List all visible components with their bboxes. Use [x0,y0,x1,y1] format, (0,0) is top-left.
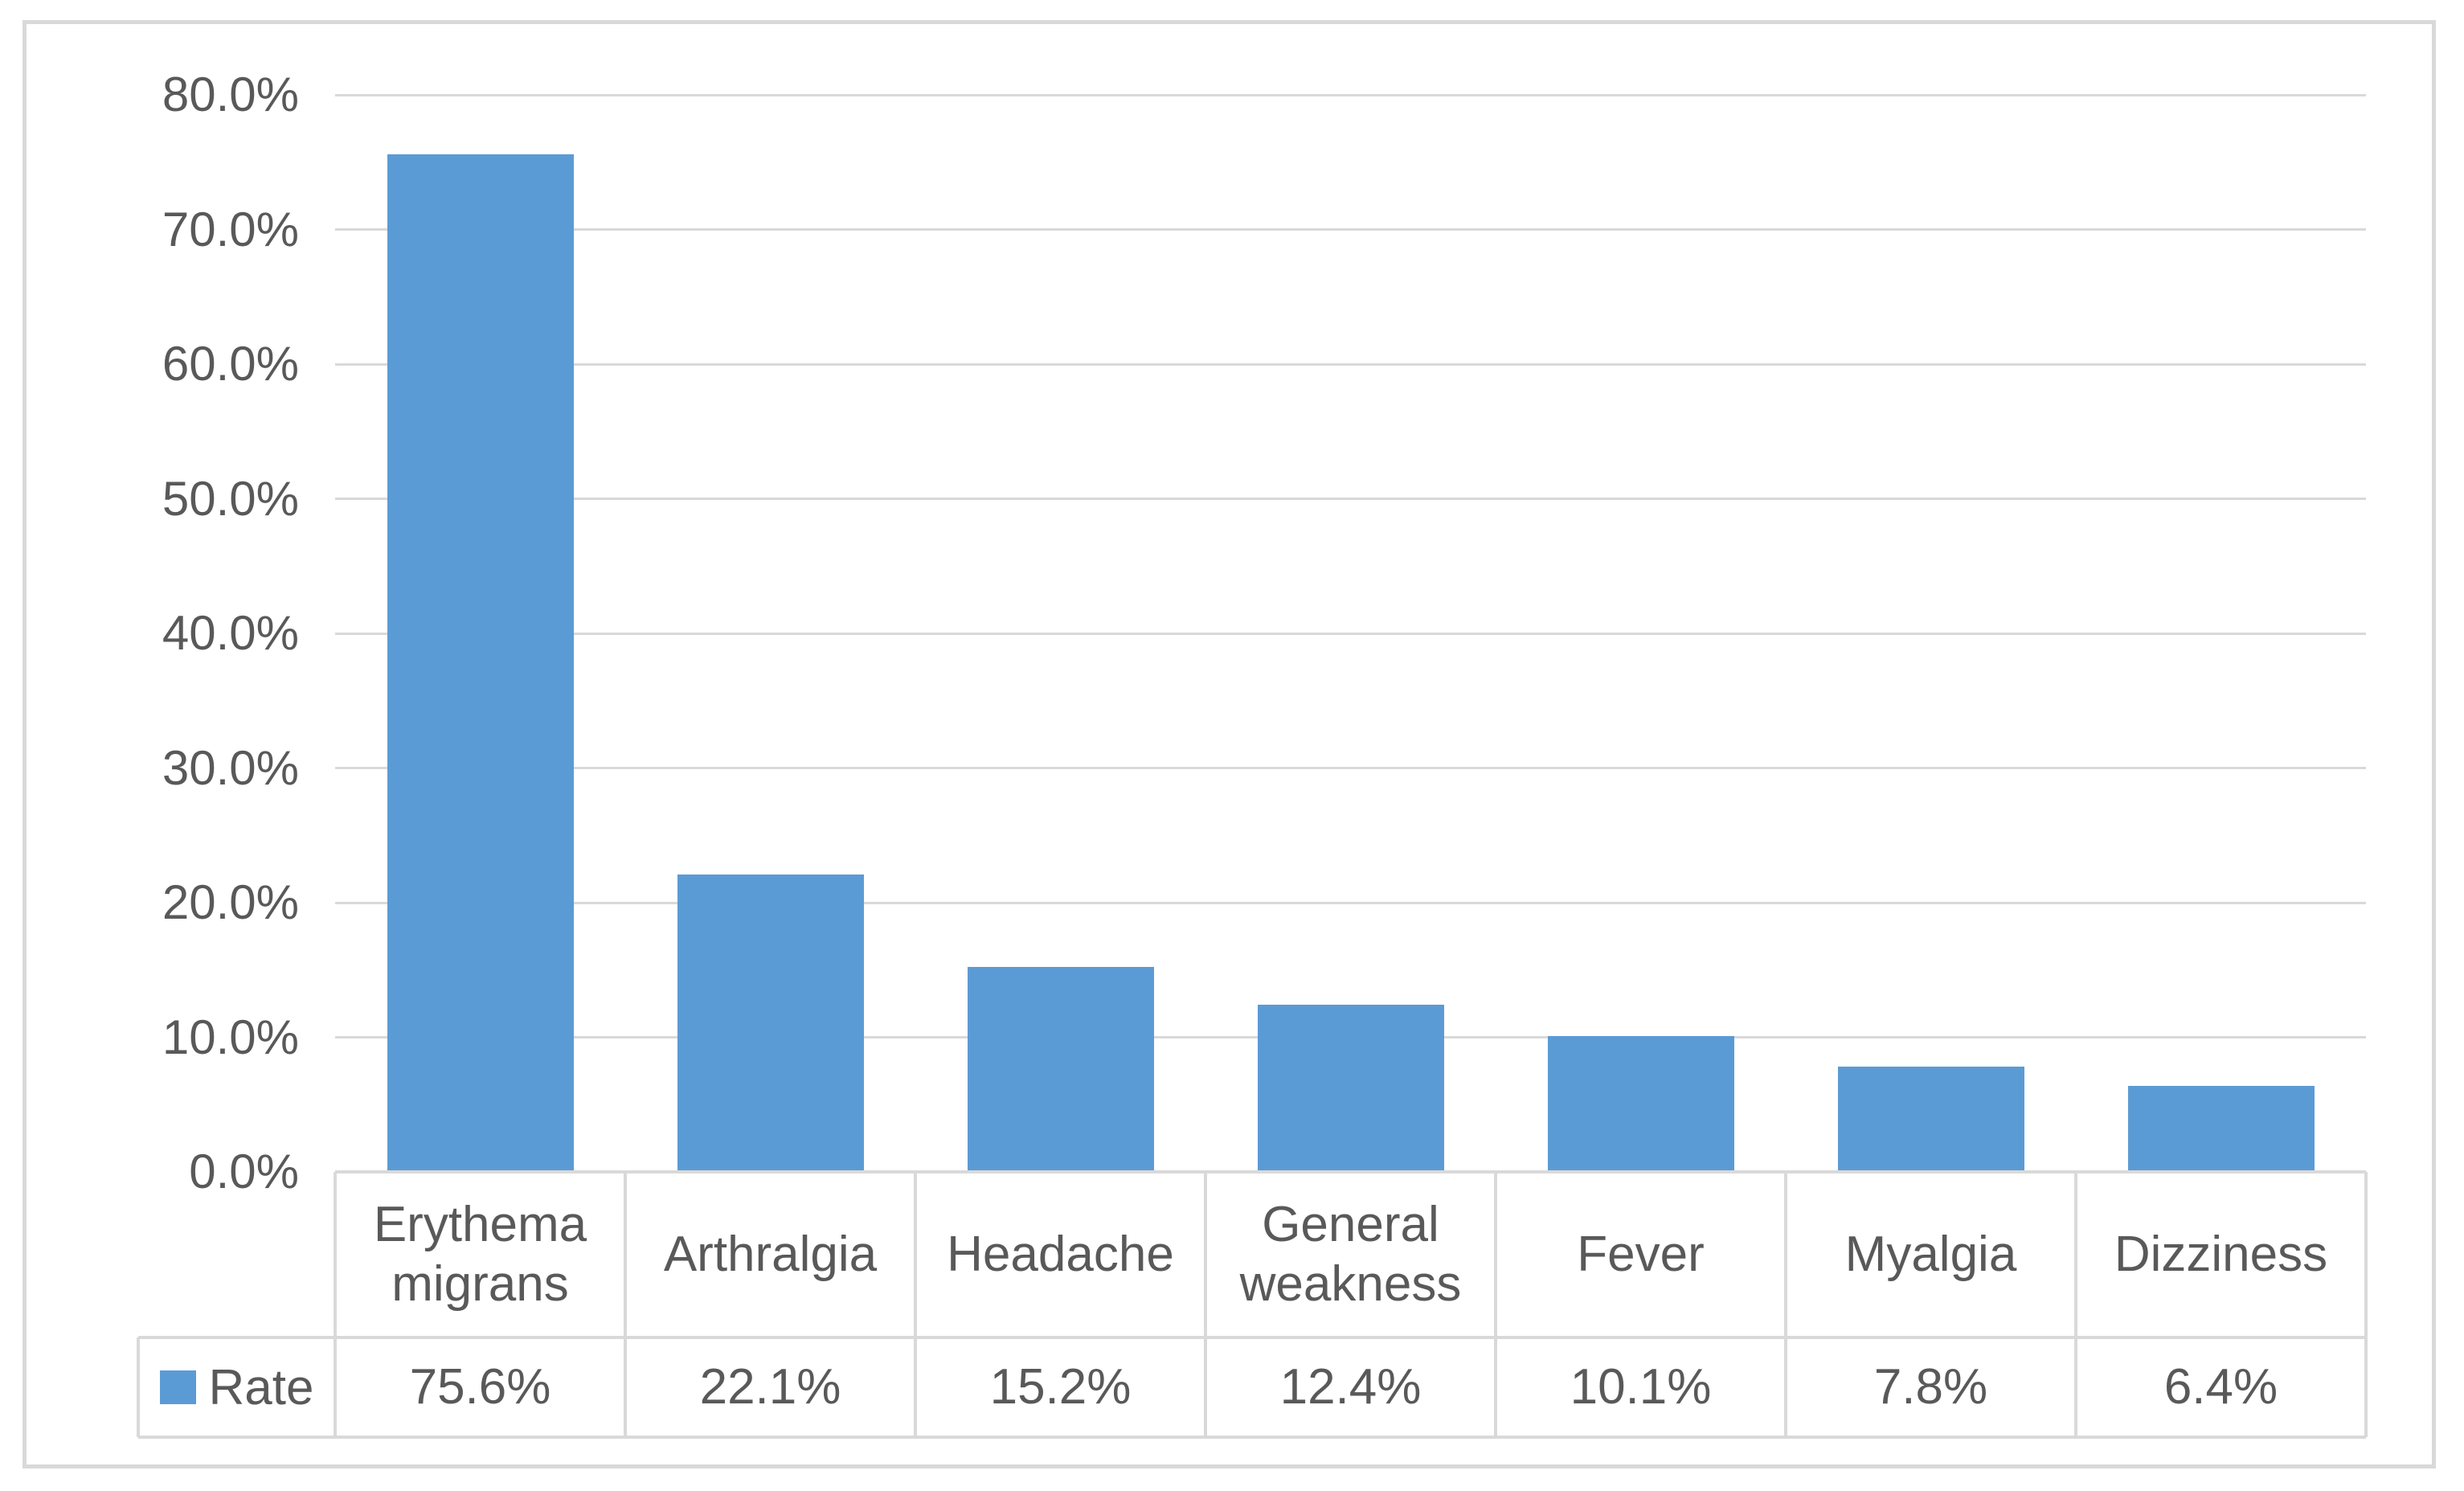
y-tick-label: 20.0% [162,875,299,929]
table-rule [138,1336,2366,1339]
category-label: Fever [1577,1226,1705,1282]
value-cell: 10.1% [1570,1358,1712,1415]
value-cell: 7.8% [1873,1358,1988,1415]
value-cell: 75.6% [409,1358,551,1415]
y-tick-label: 0.0% [189,1145,299,1198]
chart-border [23,20,2436,1468]
bar [1257,1005,1444,1172]
y-tick-label: 10.0% [162,1010,299,1064]
legend-cell: Rate [138,1337,335,1437]
table-rule [1494,1172,1497,1437]
table-rule [624,1172,627,1437]
table-rule [335,1170,2366,1174]
bar [387,154,574,1172]
y-tick-label: 70.0% [162,202,299,256]
y-tick-label: 50.0% [162,471,299,526]
table-rule [1204,1172,1207,1437]
gridline [335,767,2366,769]
legend-label: Rate [208,1359,314,1415]
bar [967,967,1154,1172]
gridline [335,363,2366,366]
table-rule [2364,1172,2368,1437]
bar [1837,1067,2024,1172]
category-label: General weakness [1239,1196,1462,1312]
y-tick-label: 30.0% [162,740,299,795]
bar [677,874,864,1172]
y-tick-label: 80.0% [162,68,299,121]
value-cell: 15.2% [989,1358,1132,1415]
table-rule [1784,1172,1787,1437]
table-rule [138,1436,2366,1439]
legend-swatch-icon [159,1370,196,1404]
category-label: Arthralgia [663,1226,878,1282]
value-cell: 12.4% [1279,1358,1422,1415]
gridline [335,632,2366,635]
value-cell: 6.4% [2163,1358,2278,1415]
value-cell: 22.1% [699,1358,841,1415]
category-label: Dizziness [2114,1226,2328,1282]
table-rule [334,1172,337,1437]
category-label: Erythema migrans [373,1196,587,1312]
gridline [335,93,2366,96]
bar [1547,1035,1734,1172]
category-label: Myalgia [1844,1226,2017,1282]
y-tick-label: 40.0% [162,606,299,660]
y-tick-label: 60.0% [162,337,299,391]
gridline [335,498,2366,500]
table-rule [2074,1172,2077,1437]
bar [2127,1085,2315,1172]
gridline [335,901,2366,904]
table-rule [137,1337,140,1437]
table-rule [914,1172,917,1437]
gridline [335,228,2366,231]
category-label: Headache [947,1226,1174,1282]
